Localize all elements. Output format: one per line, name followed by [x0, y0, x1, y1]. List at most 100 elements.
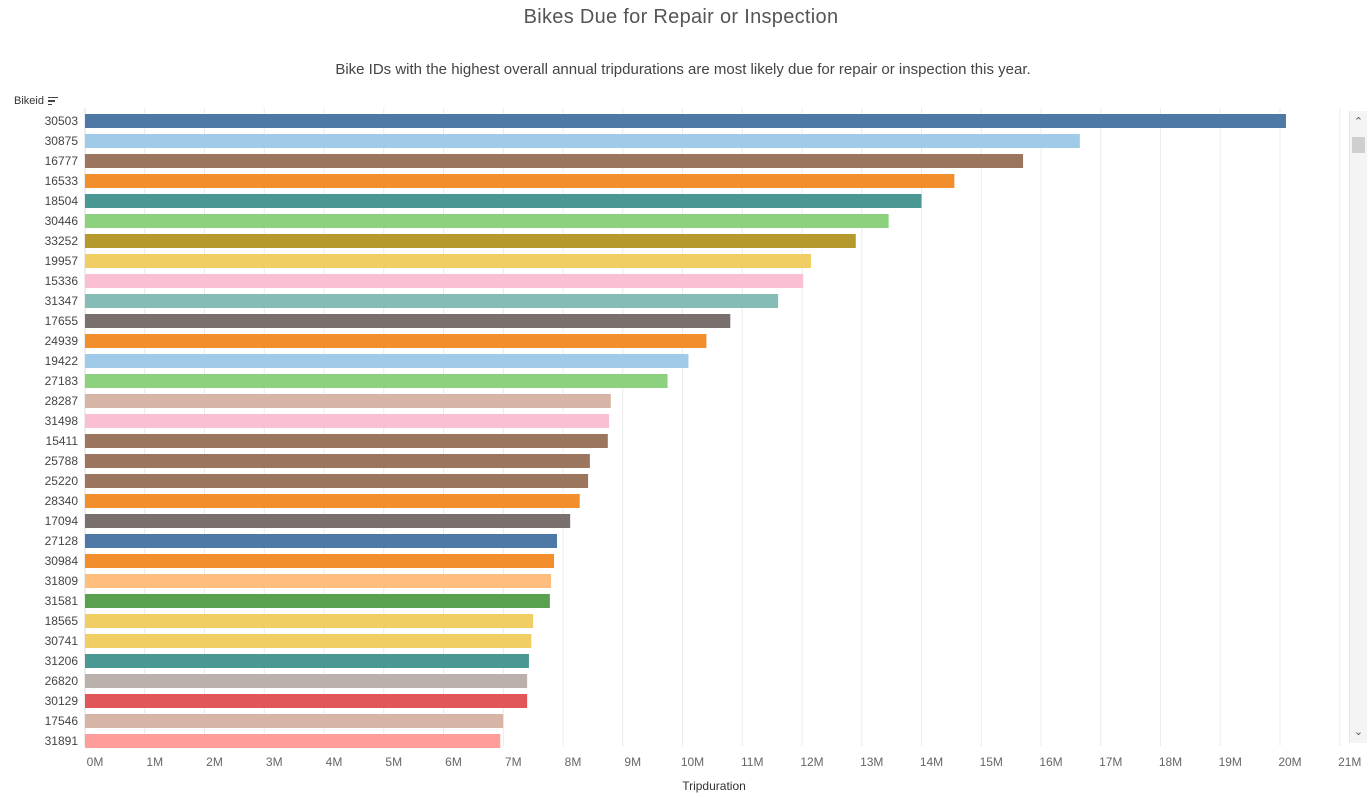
bar-31347[interactable]	[85, 294, 779, 308]
x-tick-label: 10M	[681, 755, 704, 769]
x-tick-label: 3M	[266, 755, 283, 769]
y-axis-label: Bikeid	[14, 95, 44, 107]
category-label: 17655	[45, 314, 79, 328]
x-tick-label: 21M	[1338, 755, 1361, 769]
bar-25788[interactable]	[85, 454, 590, 468]
bars	[85, 114, 1286, 748]
bar-31809[interactable]	[85, 574, 552, 588]
category-label: 30741	[45, 634, 79, 648]
bar-30503[interactable]	[85, 114, 1286, 128]
x-tick-label: 5M	[385, 755, 402, 769]
category-label: 26820	[45, 674, 79, 688]
vertical-scrollbar[interactable]: ⌃ ⌄	[1349, 111, 1367, 743]
x-tick-label: 12M	[800, 755, 823, 769]
category-label: 15336	[45, 274, 79, 288]
bar-26820[interactable]	[85, 674, 528, 688]
bar-30129[interactable]	[85, 694, 528, 708]
x-axis-label: Tripduration	[682, 779, 746, 793]
x-tick-label: 4M	[326, 755, 343, 769]
bar-15411[interactable]	[85, 434, 608, 448]
category-label: 15411	[46, 434, 79, 448]
category-label: 25788	[45, 454, 79, 468]
bar-15336[interactable]	[85, 274, 804, 288]
x-tick-label: 20M	[1278, 755, 1301, 769]
category-label: 18565	[45, 614, 79, 628]
category-label: 28340	[45, 494, 79, 508]
bar-33252[interactable]	[85, 234, 856, 248]
category-label: 17094	[45, 514, 79, 528]
x-tick-label: 15M	[980, 755, 1003, 769]
category-label: 18504	[45, 194, 79, 208]
bar-28340[interactable]	[85, 494, 580, 508]
bar-28287[interactable]	[85, 394, 611, 408]
bar-30875[interactable]	[85, 134, 1080, 148]
x-tick-label: 7M	[505, 755, 522, 769]
bar-16777[interactable]	[85, 154, 1024, 168]
bar-17094[interactable]	[85, 514, 571, 528]
bar-30984[interactable]	[85, 554, 555, 568]
bar-27128[interactable]	[85, 534, 558, 548]
category-label: 17546	[45, 714, 79, 728]
bar-17655[interactable]	[85, 314, 731, 328]
y-axis-header[interactable]: Bikeid	[14, 95, 58, 107]
x-tick-labels: 0M 1M 2M 3M 4M 5M 6M 7M 8M 9M 10M 11M 12M 13M 14M 15M 16…	[87, 755, 1362, 769]
category-label: 30503	[45, 114, 79, 128]
scroll-thumb[interactable]	[1352, 137, 1365, 153]
bar-30446[interactable]	[85, 214, 889, 228]
chart-title: Bikes Due for Repair or Inspection	[523, 6, 839, 28]
bar-17546[interactable]	[85, 714, 504, 728]
x-tick-label: 2M	[206, 755, 223, 769]
category-label: 33252	[45, 234, 79, 248]
category-label: 25220	[45, 474, 79, 488]
category-label: 19422	[45, 354, 79, 368]
x-tick-label: 13M	[860, 755, 883, 769]
category-label: 30129	[45, 694, 79, 708]
bar-30741[interactable]	[85, 634, 532, 648]
scroll-down-icon[interactable]: ⌄	[1353, 726, 1364, 738]
category-label: 31347	[45, 294, 79, 308]
x-tick-label: 0M	[87, 755, 104, 769]
bar-25220[interactable]	[85, 474, 589, 488]
category-label: 16533	[45, 174, 79, 188]
bar-18565[interactable]	[85, 614, 534, 628]
bar-19422[interactable]	[85, 354, 689, 368]
category-label: 31891	[45, 734, 79, 748]
bar-31498[interactable]	[85, 414, 610, 428]
category-label: 31498	[45, 414, 79, 428]
category-label: 27183	[45, 374, 79, 388]
bar-18504[interactable]	[85, 194, 922, 208]
category-label: 19957	[45, 254, 79, 268]
category-label: 31581	[45, 594, 79, 608]
x-tick-label: 16M	[1039, 755, 1062, 769]
x-tick-label: 17M	[1099, 755, 1122, 769]
category-label: 30984	[45, 554, 79, 568]
category-label: 24939	[45, 334, 79, 348]
scroll-up-icon[interactable]: ⌃	[1353, 116, 1364, 128]
bar-31891[interactable]	[85, 734, 501, 748]
category-label: 16777	[45, 154, 79, 168]
bar-31581[interactable]	[85, 594, 550, 608]
bar-24939[interactable]	[85, 334, 707, 348]
x-tick-label: 18M	[1159, 755, 1182, 769]
category-label: 28287	[45, 394, 79, 408]
bar-16533[interactable]	[85, 174, 955, 188]
category-label: 30875	[45, 134, 79, 148]
category-label: 30446	[45, 214, 79, 228]
category-label: 27128	[45, 534, 79, 548]
sort-descending-icon[interactable]	[47, 96, 58, 106]
category-labels: 30503 30875 16777 16533 18504 30446 33252 19957…	[45, 114, 79, 748]
bar-19957[interactable]	[85, 254, 811, 268]
category-label: 31206	[45, 654, 79, 668]
chart-subtitle: Bike IDs with the highest overall annual…	[335, 61, 1031, 78]
x-tick-label: 6M	[445, 755, 462, 769]
bar-31206[interactable]	[85, 654, 529, 668]
x-tick-label: 9M	[624, 755, 641, 769]
x-tick-label: 14M	[920, 755, 943, 769]
x-tick-label: 11M	[741, 755, 763, 769]
x-tick-label: 8M	[565, 755, 582, 769]
x-tick-label: 19M	[1219, 755, 1242, 769]
x-tick-label: 1M	[146, 755, 163, 769]
bar-27183[interactable]	[85, 374, 668, 388]
category-label: 31809	[45, 574, 79, 588]
